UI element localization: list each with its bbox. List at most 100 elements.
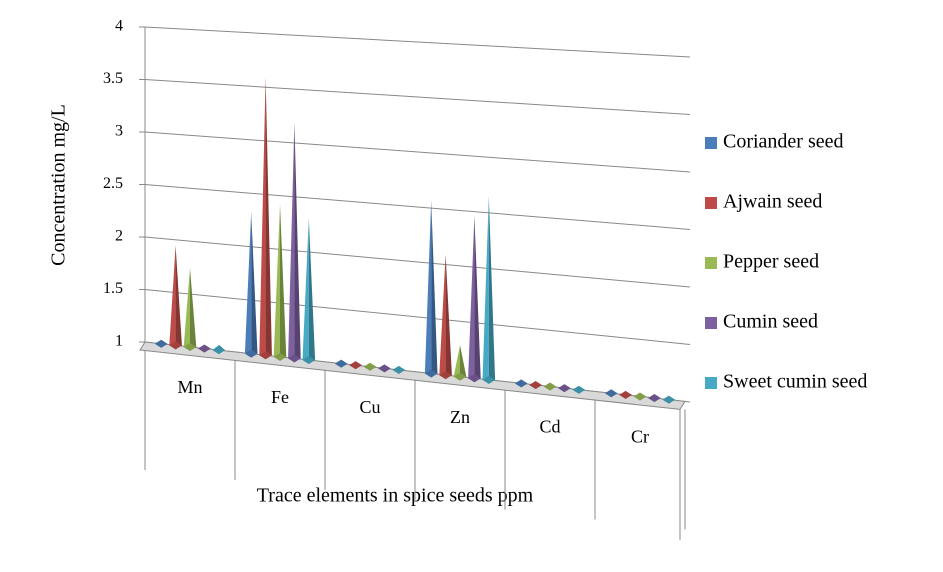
- pyramid-face: [445, 254, 452, 380]
- pyramid: [604, 389, 618, 398]
- x-tick-label: Cu: [359, 397, 380, 417]
- pyramid: [154, 339, 168, 348]
- pyramid: [259, 77, 272, 360]
- pyramid: [482, 196, 496, 384]
- pyramid-face: [424, 200, 432, 378]
- pyramid: [378, 364, 391, 373]
- pyramid: [273, 204, 287, 361]
- grid-line: [144, 236, 691, 288]
- pyramid-base: [604, 389, 618, 398]
- grid-line: [144, 131, 691, 173]
- pyramid-face: [482, 196, 489, 384]
- legend-swatch: [705, 317, 717, 329]
- pyramid-base: [558, 384, 571, 393]
- pyramid-face: [190, 268, 197, 351]
- legend-label: Coriander seed: [723, 131, 844, 153]
- legend-label: Ajwain seed: [723, 191, 822, 213]
- pyramid-base: [334, 359, 348, 368]
- y-tick-label: 3: [115, 123, 123, 140]
- y-axis-title: Concentration mg/L: [48, 104, 70, 266]
- pyramid-face: [302, 218, 309, 365]
- pyramid: [244, 211, 258, 358]
- grid-line: [144, 79, 691, 115]
- pyramid-face: [439, 254, 446, 380]
- pyramid-base: [424, 369, 438, 378]
- grid-line: [144, 184, 691, 230]
- legend-swatch: [705, 377, 717, 389]
- pyramid-face: [474, 215, 481, 383]
- pyramid-base: [662, 395, 676, 404]
- legend-swatch: [705, 137, 717, 149]
- pyramid-base: [212, 346, 226, 355]
- grid-line: [144, 289, 691, 345]
- pyramid-base: [273, 352, 287, 361]
- pyramid: [648, 394, 661, 403]
- pyramid-face: [175, 245, 182, 350]
- x-tick-label: Cd: [539, 417, 560, 437]
- pyramid-base: [302, 356, 316, 365]
- pyramid-face: [488, 196, 496, 384]
- pyramid: [572, 385, 586, 394]
- pyramid-base: [259, 351, 272, 360]
- x-tick-label: Mn: [177, 377, 202, 397]
- pyramid-face: [288, 122, 295, 363]
- pyramid: [392, 365, 406, 374]
- y-tick-label: 2.5: [103, 175, 123, 192]
- x-tick-label: Zn: [450, 407, 470, 427]
- pyramid-face: [169, 245, 176, 350]
- pyramid: [662, 395, 676, 404]
- pyramid-base: [349, 361, 362, 370]
- pyramid-face: [460, 345, 467, 381]
- pyramid-base: [154, 339, 168, 348]
- pyramid: [529, 380, 542, 389]
- pyramid: [169, 245, 182, 350]
- pyramid: [543, 382, 557, 391]
- legend-swatch: [705, 257, 717, 269]
- pyramid-base: [468, 374, 481, 383]
- pyramid-base: [482, 375, 496, 384]
- x-axis-title: Trace elements in spice seeds ppm: [257, 485, 534, 507]
- pyramid-base: [633, 392, 647, 401]
- pyramid-base: [619, 390, 632, 399]
- pyramid-base: [363, 362, 377, 371]
- pyramid-base: [514, 379, 528, 388]
- grid-line: [144, 26, 691, 58]
- pyramid: [198, 344, 211, 353]
- y-tick-label: 1: [115, 333, 123, 350]
- x-tick-label: Cr: [631, 427, 649, 447]
- pyramid-base: [648, 394, 661, 403]
- pyramid: [633, 392, 647, 401]
- pyramid-face: [244, 211, 252, 358]
- pyramid: [349, 361, 362, 370]
- pyramid-face: [183, 268, 190, 351]
- legend-label: Sweet cumin seed: [723, 371, 867, 393]
- pyramid: [183, 268, 197, 351]
- pyramid-base: [543, 382, 557, 391]
- pyramid-face: [431, 200, 438, 378]
- pyramid: [424, 200, 438, 378]
- pyramid-base: [529, 380, 542, 389]
- pyramid-face: [251, 211, 258, 358]
- pyramid-face: [453, 345, 460, 381]
- pyramid: [558, 384, 571, 393]
- pyramid-base: [169, 341, 182, 350]
- pyramid-base: [183, 342, 197, 351]
- pyramid: [619, 390, 632, 399]
- pyramid-face: [273, 204, 280, 361]
- pyramid-face: [294, 122, 301, 363]
- pyramid-base: [453, 372, 467, 381]
- legend-label: Cumin seed: [723, 311, 818, 333]
- pyramid-base: [288, 354, 301, 363]
- pyramid-base: [378, 364, 391, 373]
- pyramid: [302, 218, 316, 365]
- pyramid-base: [572, 385, 586, 394]
- pyramid-base: [198, 344, 211, 353]
- pyramid-base: [439, 371, 452, 380]
- legend-swatch: [705, 197, 717, 209]
- pyramid-face: [259, 77, 266, 360]
- pyramid: [468, 215, 481, 383]
- pyramid: [212, 344, 226, 355]
- y-tick-label: 1.5: [103, 280, 123, 297]
- pyramid-face: [308, 218, 316, 365]
